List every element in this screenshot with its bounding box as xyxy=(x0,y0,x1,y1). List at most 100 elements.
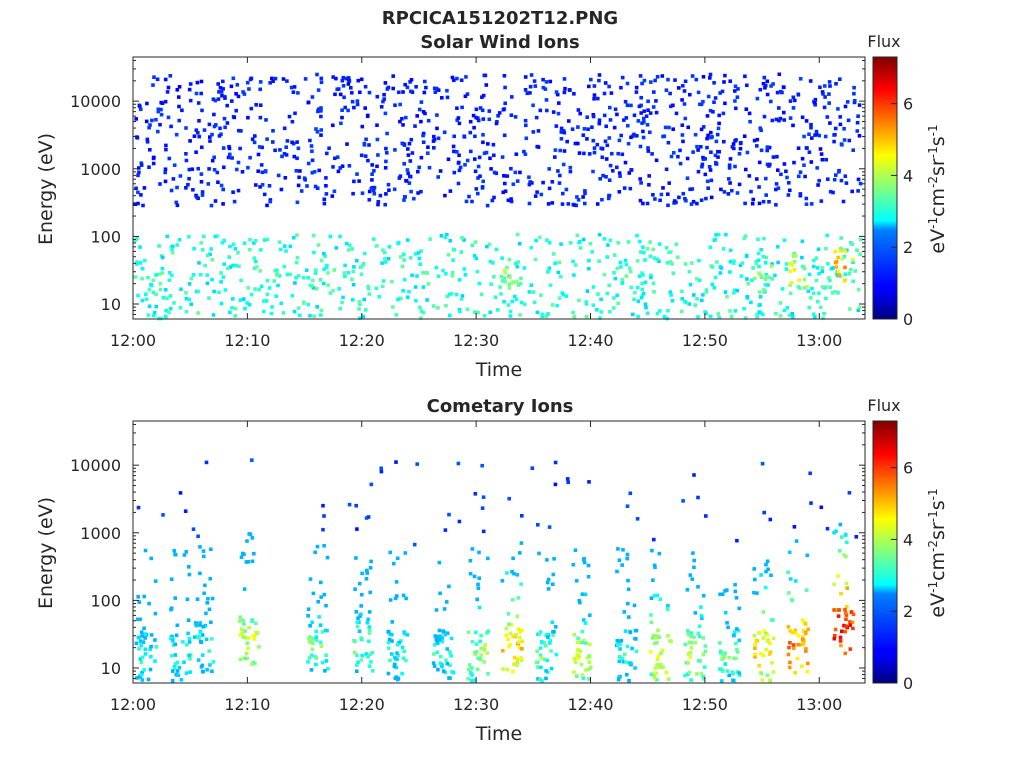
heatmap-cell xyxy=(316,109,320,114)
heatmap-cell xyxy=(355,99,360,103)
heatmap-cell xyxy=(527,290,532,294)
heatmap-cell xyxy=(584,668,588,672)
heatmap-cell xyxy=(765,673,770,678)
heatmap-cell xyxy=(369,660,373,664)
heatmap-cell xyxy=(632,603,637,608)
heatmap-cell xyxy=(635,517,640,521)
heatmap-cell xyxy=(642,116,646,121)
heatmap-cell xyxy=(606,243,610,247)
heatmap-cell xyxy=(253,239,258,243)
heatmap-cell xyxy=(467,667,471,672)
heatmap-cell xyxy=(135,262,139,266)
heatmap-cell xyxy=(192,134,197,138)
heatmap-cell xyxy=(843,629,847,634)
heatmap-cell xyxy=(651,673,656,677)
heatmap-cell xyxy=(670,262,674,266)
heatmap-cell xyxy=(695,297,699,301)
heatmap-cell xyxy=(544,644,548,648)
heatmap-cell xyxy=(625,672,629,677)
heatmap-cell xyxy=(549,666,554,671)
heatmap-cell xyxy=(647,183,651,187)
heatmap-cell xyxy=(511,556,515,561)
heatmap-cell xyxy=(413,124,417,128)
heatmap-cell xyxy=(737,152,742,156)
heatmap-cell xyxy=(238,146,242,151)
heatmap-cell xyxy=(450,270,455,275)
heatmap-cell xyxy=(655,663,659,667)
heatmap-cell xyxy=(694,77,699,82)
heatmap-cell xyxy=(473,652,477,657)
heatmap-cell xyxy=(570,127,575,131)
heatmap-cell xyxy=(613,107,618,112)
heatmap-cell xyxy=(188,670,192,674)
heatmap-cell xyxy=(379,469,384,474)
heatmap-cell xyxy=(151,83,155,87)
heatmap-cell xyxy=(356,660,360,664)
heatmap-cell xyxy=(600,197,604,202)
heatmap-cell xyxy=(542,640,547,645)
heatmap-cell xyxy=(641,245,645,249)
heatmap-cell xyxy=(719,266,724,270)
heatmap-cell xyxy=(676,154,680,159)
heatmap-cell xyxy=(546,587,551,591)
heatmap-cell xyxy=(352,650,357,655)
heatmap-cell xyxy=(219,271,223,275)
heatmap-cell xyxy=(746,282,750,286)
heatmap-cell xyxy=(527,175,531,179)
heatmap-cell xyxy=(553,625,558,629)
heatmap-cell xyxy=(404,178,408,183)
heatmap-cell xyxy=(843,651,848,656)
heatmap-cell xyxy=(787,313,792,318)
heatmap-cell xyxy=(417,165,421,170)
heatmap-cell xyxy=(386,629,391,634)
heatmap-cell xyxy=(655,634,659,638)
heatmap-cell xyxy=(649,672,654,677)
heatmap-cell xyxy=(292,154,297,159)
heatmap-cell xyxy=(686,632,691,637)
heatmap-cell xyxy=(792,646,796,651)
heatmap-cell xyxy=(186,182,190,187)
heatmap-cell xyxy=(159,100,163,105)
heatmap-cell xyxy=(757,264,761,269)
heatmap-cell xyxy=(445,88,449,93)
heatmap-cell xyxy=(246,646,250,650)
heatmap-cell xyxy=(169,636,173,641)
heatmap-cell xyxy=(201,624,205,629)
heatmap-cell xyxy=(554,652,559,657)
heatmap-cell xyxy=(240,170,245,174)
heatmap-cell xyxy=(808,79,813,83)
heatmap-cell xyxy=(667,677,671,681)
heatmap-cell xyxy=(642,120,646,124)
heatmap-cell xyxy=(546,202,551,206)
heatmap-cell xyxy=(234,108,238,113)
heatmap-cell xyxy=(582,127,587,131)
heatmap-cell xyxy=(655,311,660,316)
heatmap-cell xyxy=(314,629,319,634)
heatmap-cell xyxy=(583,189,587,193)
heatmap-cell xyxy=(406,147,410,151)
heatmap-cell xyxy=(172,301,176,305)
heatmap-cell xyxy=(260,183,265,187)
heatmap-cell xyxy=(314,638,319,642)
heatmap-cell xyxy=(216,82,220,86)
heatmap-cell xyxy=(778,314,783,318)
heatmap-cell xyxy=(548,283,553,287)
heatmap-cell xyxy=(713,153,718,158)
heatmap-cell xyxy=(671,103,675,108)
heatmap-cell xyxy=(735,538,739,543)
heatmap-cell xyxy=(146,677,151,682)
heatmap-cell xyxy=(813,101,817,105)
heatmap-cell xyxy=(638,239,642,244)
heatmap-cell xyxy=(196,130,200,135)
heatmap-cell xyxy=(689,202,694,206)
heatmap-cell xyxy=(297,175,301,180)
heatmap-cell xyxy=(644,305,648,310)
heatmap-cell xyxy=(509,199,514,204)
heatmap-cell xyxy=(648,254,653,259)
heatmap-cell xyxy=(222,165,226,170)
heatmap-cell xyxy=(619,638,624,643)
heatmap-cell xyxy=(768,678,772,682)
heatmap-cell xyxy=(432,134,436,139)
heatmap-cell xyxy=(545,238,549,243)
heatmap-cell xyxy=(777,72,782,77)
